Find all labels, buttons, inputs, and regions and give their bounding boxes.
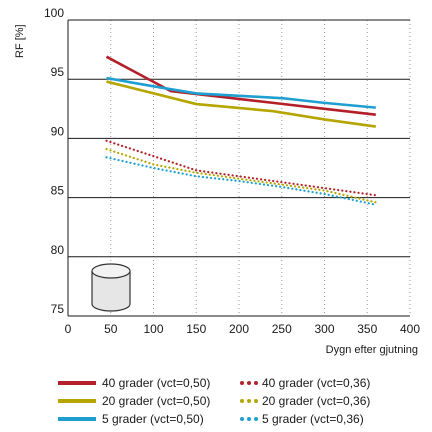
legend-item-20-036: 20 grader (vct=0,36)	[240, 392, 370, 410]
legend-swatch	[240, 381, 258, 385]
y-tick-label: 85	[51, 184, 65, 198]
y-tick-label: 90	[51, 124, 65, 138]
series-lines	[105, 55, 377, 206]
legend-label: 5 grader (vct=0,36)	[262, 412, 364, 426]
legend-label: 40 grader (vct=0,36)	[262, 376, 371, 390]
grid	[67, 19, 411, 317]
cylinder-icon	[91, 263, 131, 312]
legend-label: 5 grader (vct=0,50)	[102, 412, 204, 426]
x-tick-label: 150	[186, 322, 206, 336]
legend-item-5-050: 5 grader (vct=0,50)	[58, 410, 204, 428]
y-tick-label: 100	[44, 6, 64, 20]
tick-labels: 0 50 100 150 200 250 300 350 400 75 80 85 90 95 100	[44, 6, 420, 336]
series-line	[105, 139, 377, 197]
series-line	[106, 76, 376, 109]
x-tick-label: 50	[104, 322, 118, 336]
x-tick-label: 350	[357, 322, 377, 336]
legend-swatch	[240, 417, 258, 421]
legend-swatch	[58, 381, 96, 385]
legend-item-5-036: 5 grader (vct=0,36)	[240, 410, 364, 428]
legend-label: 20 grader (vct=0,36)	[262, 394, 371, 408]
series-line	[105, 55, 376, 117]
y-tick-label: 95	[51, 65, 65, 79]
x-tick-label: 0	[65, 322, 72, 336]
x-tick-label: 250	[272, 322, 292, 336]
legend-item-40-050: 40 grader (vct=0,50)	[58, 374, 210, 392]
legend-swatch	[240, 399, 258, 403]
series-line	[105, 147, 377, 204]
x-tick-label: 100	[143, 322, 163, 336]
series-line	[105, 156, 377, 206]
legend-swatch	[58, 399, 96, 403]
y-tick-label: 75	[51, 302, 65, 316]
y-tick-label: 80	[51, 243, 65, 257]
x-axis-label: Dygn efter gjutning	[326, 344, 418, 356]
x-tick-label: 400	[400, 322, 420, 336]
legend: 40 grader (vct=0,50) 20 grader (vct=0,50…	[58, 374, 432, 432]
legend-label: 40 grader (vct=0,50)	[102, 376, 211, 390]
legend-swatch	[58, 417, 96, 421]
legend-label: 20 grader (vct=0,50)	[102, 394, 211, 408]
x-tick-label: 200	[229, 322, 249, 336]
legend-item-20-050: 20 grader (vct=0,50)	[58, 392, 210, 410]
y-axis-label: RF [%]	[14, 24, 26, 58]
line-chart: 0 50 100 150 200 250 300 350 400 75 80 85 90 95 100 RF…	[14, 6, 420, 356]
legend-item-40-036: 40 grader (vct=0,36)	[240, 374, 370, 392]
series-line	[106, 80, 376, 128]
x-tick-label: 300	[314, 322, 334, 336]
